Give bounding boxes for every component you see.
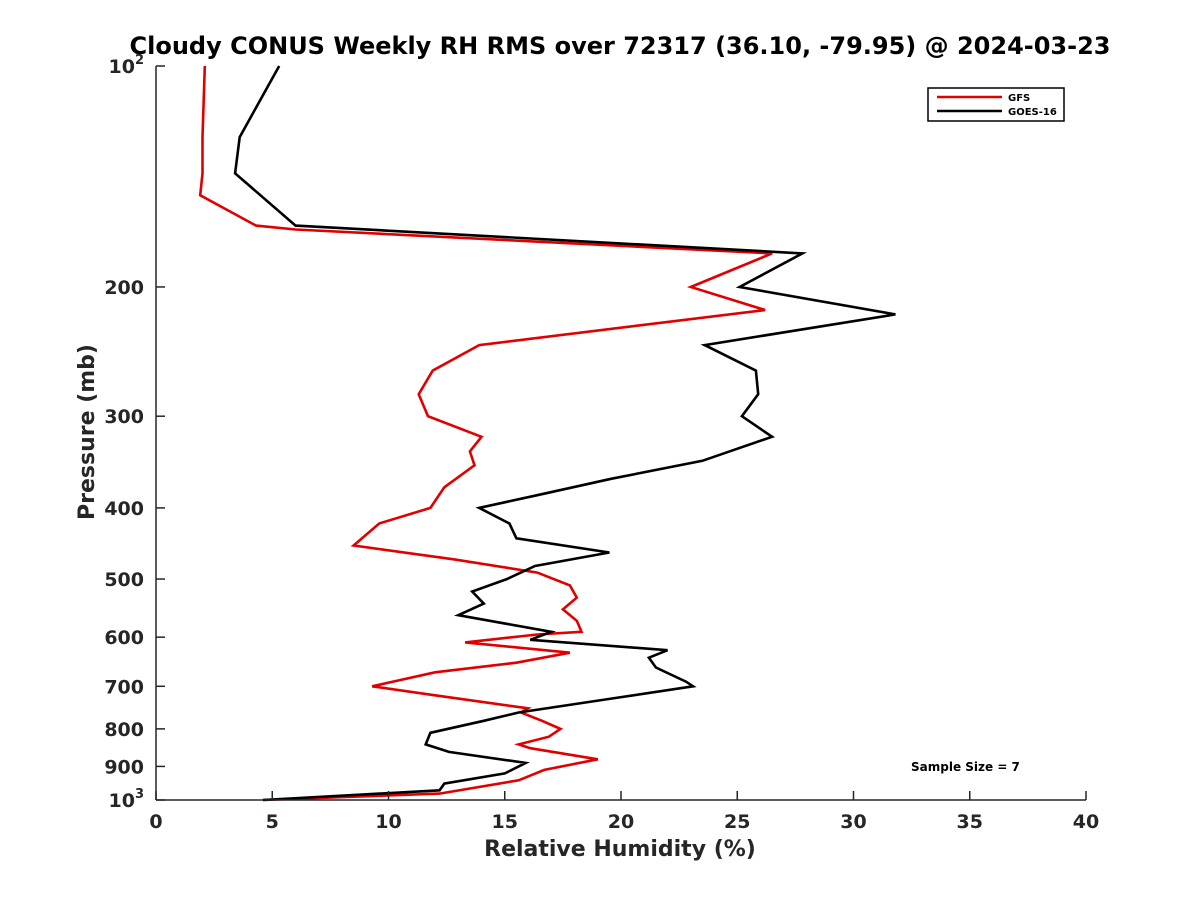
x-tick-label: 20 <box>608 811 634 833</box>
legend-box <box>927 87 1065 122</box>
sample-size-annotation: Sample Size = 7 <box>911 760 1020 774</box>
y-tick-label: 900 <box>104 756 144 778</box>
x-tick-label: 10 <box>375 811 401 833</box>
legend-label-goes16: GOES-16 <box>1008 107 1057 118</box>
y-tick-label: 200 <box>104 277 144 299</box>
series-line-gfs <box>198 65 773 802</box>
x-tick-label: 5 <box>266 811 279 833</box>
x-tick-label: 30 <box>840 811 866 833</box>
x-tick-label: 35 <box>957 811 983 833</box>
axes: 0 5 10 15 20 25 30 35 40 102 200 300 400 500 600 700 800… <box>104 53 1099 833</box>
y-tick-label: 400 <box>104 498 144 520</box>
x-tick-label: 25 <box>724 811 750 833</box>
y-axis-label: Pressure (mb) <box>75 344 100 520</box>
legend: GFS GOES-16 <box>927 87 1065 122</box>
y-tick-label: 500 <box>104 569 144 591</box>
y-tick-label: 700 <box>104 676 144 698</box>
chart-title: Cloudy CONUS Weekly RH RMS over 72317 (3… <box>130 32 1111 60</box>
y-tick-label: 300 <box>104 406 144 428</box>
y-tick-label: 102 <box>109 53 145 78</box>
x-tick-label: 40 <box>1073 811 1099 833</box>
series-line-goes16 <box>233 65 896 802</box>
x-axis-label: Relative Humidity (%) <box>484 837 756 862</box>
x-tick-label: 0 <box>149 811 162 833</box>
legend-label-gfs: GFS <box>1008 93 1030 104</box>
y-tick-label: 800 <box>104 719 144 741</box>
y-tick-label: 103 <box>109 787 145 812</box>
y-tick-label: 600 <box>104 627 144 649</box>
y-tick-exponent: 3 <box>135 787 144 802</box>
plot-area <box>198 65 896 802</box>
x-tick-label: 15 <box>492 811 518 833</box>
y-tick-exponent: 2 <box>135 53 144 68</box>
